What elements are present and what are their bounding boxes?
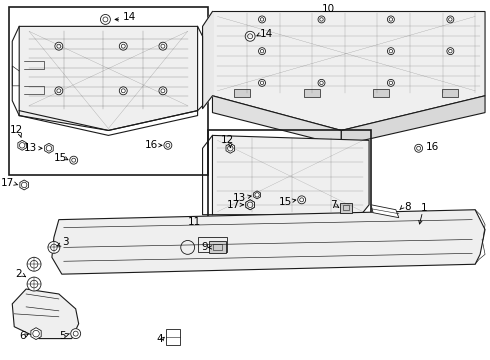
Polygon shape	[45, 143, 53, 153]
Circle shape	[298, 196, 306, 204]
Circle shape	[259, 16, 266, 23]
Text: 7: 7	[330, 200, 336, 210]
Text: 15: 15	[53, 153, 67, 163]
Circle shape	[119, 42, 127, 50]
Polygon shape	[246, 200, 254, 210]
Text: 16: 16	[426, 142, 439, 152]
Circle shape	[71, 329, 81, 339]
Circle shape	[259, 48, 266, 55]
Circle shape	[48, 242, 60, 253]
Circle shape	[318, 16, 325, 23]
Text: 15: 15	[278, 197, 292, 207]
Circle shape	[159, 42, 167, 50]
Text: 11: 11	[187, 217, 200, 227]
Polygon shape	[213, 12, 485, 130]
Circle shape	[415, 144, 422, 152]
Circle shape	[119, 87, 127, 95]
Polygon shape	[20, 180, 28, 190]
Circle shape	[388, 16, 394, 23]
Bar	[304, 89, 319, 97]
Polygon shape	[18, 140, 26, 150]
Polygon shape	[202, 12, 213, 109]
Circle shape	[388, 80, 394, 86]
Text: 14: 14	[123, 13, 137, 22]
Polygon shape	[226, 143, 235, 153]
Text: 16: 16	[145, 140, 158, 150]
Polygon shape	[52, 210, 485, 274]
Bar	[208, 130, 371, 220]
Text: 9: 9	[201, 242, 208, 252]
Text: 6: 6	[20, 330, 26, 341]
Bar	[234, 89, 250, 97]
Bar	[197, 238, 227, 252]
Text: 8: 8	[404, 202, 411, 212]
Circle shape	[55, 87, 63, 95]
Text: 14: 14	[260, 29, 273, 39]
Bar	[341, 203, 352, 213]
Polygon shape	[12, 289, 79, 339]
Polygon shape	[246, 200, 254, 210]
Circle shape	[245, 31, 255, 41]
Polygon shape	[19, 26, 197, 130]
Polygon shape	[213, 96, 342, 145]
Bar	[209, 242, 226, 253]
Polygon shape	[371, 205, 399, 218]
Text: 2: 2	[16, 269, 22, 279]
Text: 5: 5	[59, 330, 66, 341]
Circle shape	[70, 156, 78, 164]
Text: 1: 1	[420, 203, 427, 213]
Circle shape	[27, 277, 41, 291]
Polygon shape	[213, 135, 369, 215]
Bar	[442, 89, 458, 97]
Circle shape	[388, 48, 394, 55]
Text: 13: 13	[24, 143, 37, 153]
Polygon shape	[31, 328, 41, 339]
Circle shape	[447, 48, 454, 55]
Circle shape	[164, 141, 172, 149]
Text: 3: 3	[62, 238, 69, 247]
Bar	[9, 6, 208, 175]
Text: 17: 17	[227, 200, 240, 210]
Bar	[343, 205, 349, 210]
Bar	[213, 244, 222, 250]
Circle shape	[447, 16, 454, 23]
Bar	[373, 89, 389, 97]
Text: 12: 12	[220, 135, 234, 145]
Polygon shape	[254, 191, 261, 199]
Text: 17: 17	[1, 178, 14, 188]
Circle shape	[318, 80, 325, 86]
Circle shape	[259, 80, 266, 86]
Text: 10: 10	[321, 4, 335, 14]
Circle shape	[100, 14, 110, 24]
Polygon shape	[166, 329, 180, 345]
Circle shape	[159, 87, 167, 95]
Circle shape	[27, 257, 41, 271]
Circle shape	[55, 42, 63, 50]
Text: 12: 12	[10, 125, 23, 135]
Text: 4: 4	[156, 334, 163, 343]
Polygon shape	[342, 96, 485, 145]
Text: 13: 13	[233, 193, 246, 203]
